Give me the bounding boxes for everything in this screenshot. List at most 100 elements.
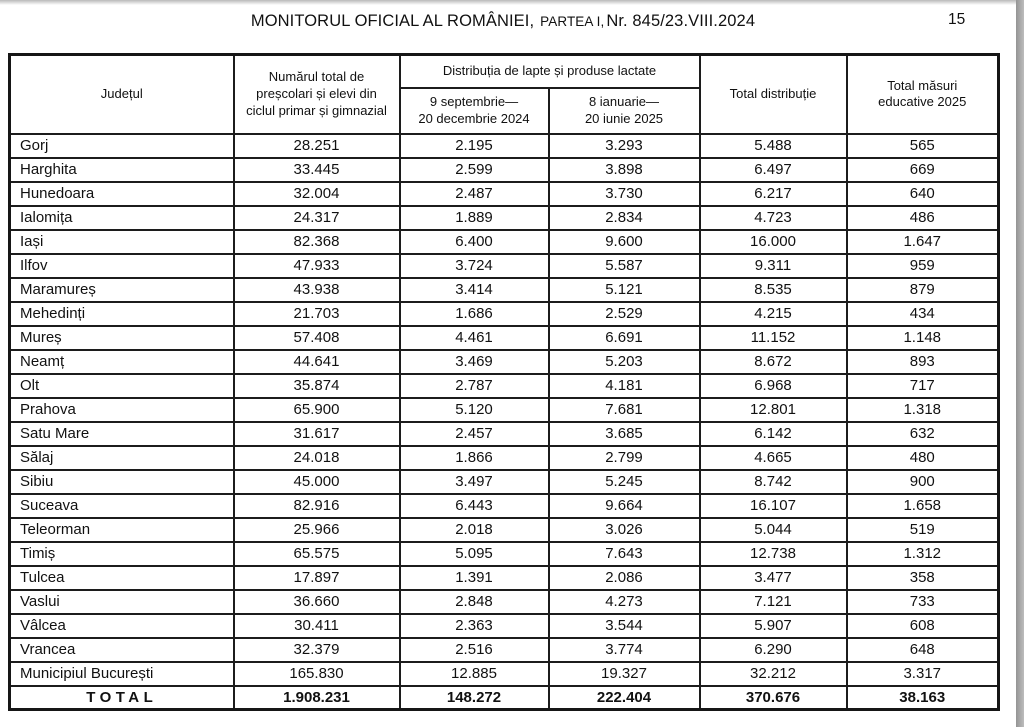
table-row: Ialomița 24.317 1.889 2.834 4.723 486 <box>8 204 1000 231</box>
pupils-cell: 32.379 <box>232 636 401 663</box>
period-2-cell: 2.834 <box>547 204 701 231</box>
page-number: 15 <box>948 11 966 28</box>
pupils-cell: 24.317 <box>232 204 401 231</box>
period-2-cell: 3.730 <box>547 180 701 207</box>
table-row: Vâlcea 30.411 2.363 3.544 5.907 608 <box>8 612 1000 639</box>
page-right-edge-shadow <box>1016 0 1024 727</box>
total-distribution-cell: 6.290 <box>698 636 848 663</box>
pupils-cell: 57.408 <box>232 324 401 351</box>
total-measures-cell: 565 <box>845 132 1000 159</box>
period-1-cell: 1.686 <box>398 300 550 327</box>
county-cell: Vaslui <box>8 588 235 615</box>
table-row: Satu Mare 31.617 2.457 3.685 6.142 632 <box>8 420 1000 447</box>
total-measures-cell: 1.647 <box>845 228 1000 255</box>
county-cell: Iași <box>8 228 235 255</box>
total-distribution-cell: 5.044 <box>698 516 848 543</box>
total-distribution-cell: 4.665 <box>698 444 848 471</box>
period-1-cell: 2.787 <box>398 372 550 399</box>
total-distribution-cell: 6.217 <box>698 180 848 207</box>
period-2-cell: 19.327 <box>547 660 701 687</box>
table-row: Harghita 33.445 2.599 3.898 6.497 669 <box>8 156 1000 183</box>
pupils-cell: 165.830 <box>232 660 401 687</box>
period-1-cell: 6.400 <box>398 228 550 255</box>
table-row: Prahova 65.900 5.120 7.681 12.801 1.318 <box>8 396 1000 423</box>
col-header-period-1: 9 septembrie— 20 decembrie 2024 <box>398 86 550 135</box>
total-distribution-cell: 32.212 <box>698 660 848 687</box>
county-cell: Vrancea <box>8 636 235 663</box>
period-1-cell: 4.461 <box>398 324 550 351</box>
period-2-cell: 2.799 <box>547 444 701 471</box>
total-measures-cell: 608 <box>845 612 1000 639</box>
total-measures-cell: 480 <box>845 444 1000 471</box>
period-1-cell: 2.363 <box>398 612 550 639</box>
total-distribution-cell: 4.723 <box>698 204 848 231</box>
pupils-cell: 47.933 <box>232 252 401 279</box>
county-cell: Satu Mare <box>8 420 235 447</box>
county-cell: Mureș <box>8 324 235 351</box>
total-measures-cell: 893 <box>845 348 1000 375</box>
total-measures-cell: 519 <box>845 516 1000 543</box>
col-header-pupils: Numărul total de preșcolari și elevi din… <box>232 53 401 135</box>
period-2-cell: 3.685 <box>547 420 701 447</box>
table-row: Suceava 82.916 6.443 9.664 16.107 1.658 <box>8 492 1000 519</box>
table-row: Municipiul București 165.830 12.885 19.3… <box>8 660 1000 687</box>
total-measures-cell: 38.163 <box>845 684 1000 711</box>
total-measures-cell: 900 <box>845 468 1000 495</box>
total-measures-cell: 434 <box>845 300 1000 327</box>
period-2-cell: 5.245 <box>547 468 701 495</box>
col-header-total-distribution: Total distribuție <box>698 53 848 135</box>
period-2-cell: 9.600 <box>547 228 701 255</box>
period-1-cell: 2.457 <box>398 420 550 447</box>
total-measures-cell: 640 <box>845 180 1000 207</box>
county-cell: Tulcea <box>8 564 235 591</box>
col-header-distribution-group: Distribuția de lapte și produse lactate <box>398 53 701 89</box>
pupils-cell: 36.660 <box>232 588 401 615</box>
pupils-cell: 30.411 <box>232 612 401 639</box>
col-header-period-2: 8 ianuarie— 20 iunie 2025 <box>547 86 701 135</box>
total-measures-cell: 733 <box>845 588 1000 615</box>
pupils-cell: 65.575 <box>232 540 401 567</box>
period-2-cell: 3.293 <box>547 132 701 159</box>
county-cell: Vâlcea <box>8 612 235 639</box>
period-1-cell: 1.391 <box>398 564 550 591</box>
pupils-cell: 24.018 <box>232 444 401 471</box>
pupils-cell: 45.000 <box>232 468 401 495</box>
pupils-cell: 33.445 <box>232 156 401 183</box>
total-measures-cell: 959 <box>845 252 1000 279</box>
period-1-cell: 2.195 <box>398 132 550 159</box>
period-2-cell: 3.026 <box>547 516 701 543</box>
total-distribution-cell: 7.121 <box>698 588 848 615</box>
milk-distribution-table: Județul Numărul total de preșcolari și e… <box>8 53 1000 711</box>
running-header: MONITORUL OFICIAL AL ROMÂNIEI, PARTEA I, N… <box>0 12 1006 31</box>
table-row: Olt 35.874 2.787 4.181 6.968 717 <box>8 372 1000 399</box>
period-1-cell: 2.018 <box>398 516 550 543</box>
period-2-cell: 5.121 <box>547 276 701 303</box>
period-2-cell: 3.774 <box>547 636 701 663</box>
pupils-cell: 44.641 <box>232 348 401 375</box>
period-1-cell: 2.516 <box>398 636 550 663</box>
county-cell: Sălaj <box>8 444 235 471</box>
table-row: Teleorman 25.966 2.018 3.026 5.044 519 <box>8 516 1000 543</box>
total-measures-cell: 648 <box>845 636 1000 663</box>
county-cell: Neamț <box>8 348 235 375</box>
col-header-county: Județul <box>8 53 235 135</box>
pupils-cell: 17.897 <box>232 564 401 591</box>
pupils-cell: 31.617 <box>232 420 401 447</box>
total-measures-cell: 1.658 <box>845 492 1000 519</box>
period-1-cell: 3.469 <box>398 348 550 375</box>
total-measures-cell: 632 <box>845 420 1000 447</box>
period-2-cell: 3.898 <box>547 156 701 183</box>
title-part: PARTEA I, <box>540 14 605 29</box>
total-distribution-cell: 5.488 <box>698 132 848 159</box>
table-row: Mureș 57.408 4.461 6.691 11.152 1.148 <box>8 324 1000 351</box>
total-measures-cell: 3.317 <box>845 660 1000 687</box>
period-1-cell: 2.848 <box>398 588 550 615</box>
period-2-cell: 5.203 <box>547 348 701 375</box>
total-distribution-cell: 11.152 <box>698 324 848 351</box>
period-2-cell: 7.681 <box>547 396 701 423</box>
pupils-cell: 82.368 <box>232 228 401 255</box>
period-1-cell: 1.866 <box>398 444 550 471</box>
period-2-cell: 3.544 <box>547 612 701 639</box>
period-1-cell: 2.599 <box>398 156 550 183</box>
county-cell: Prahova <box>8 396 235 423</box>
